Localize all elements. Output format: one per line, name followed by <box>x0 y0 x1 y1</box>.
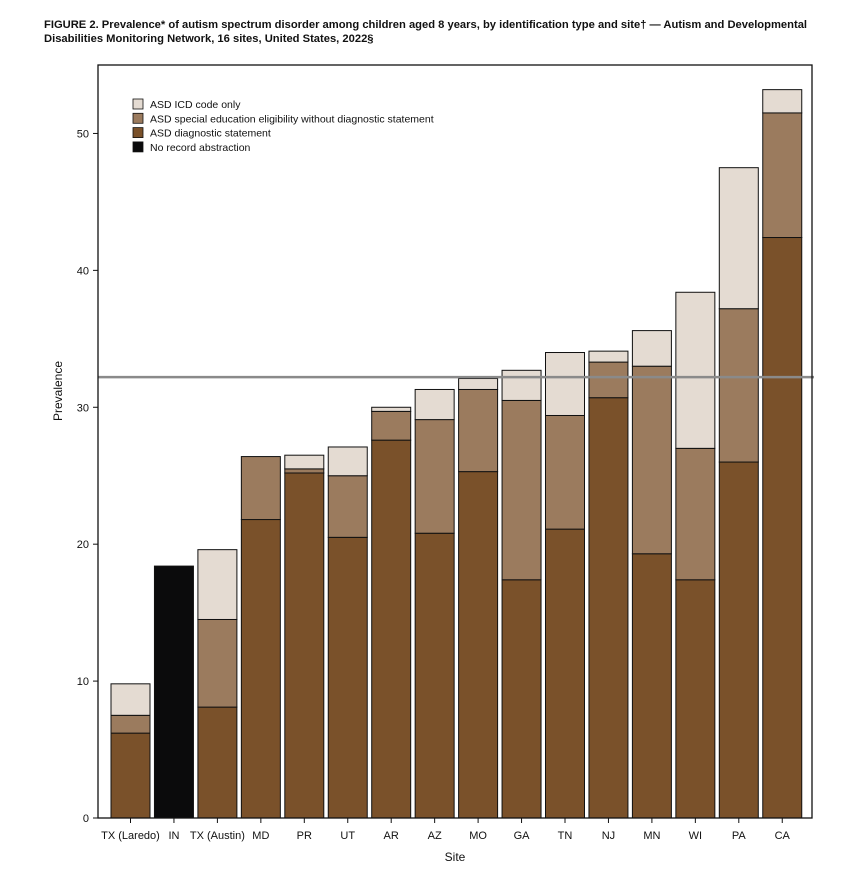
x-tick-label: TN <box>558 830 573 842</box>
y-tick-label: 40 <box>77 265 89 277</box>
bar-segment <box>240 519 281 819</box>
bar-segment <box>414 532 455 819</box>
y-axis: 0 10 20 30 40 50 <box>77 128 98 825</box>
bar-segment <box>631 553 672 819</box>
y-tick-label: 30 <box>77 402 89 414</box>
legend-swatch <box>132 98 144 110</box>
bar-segment <box>284 454 325 470</box>
y-tick-label: 50 <box>77 128 89 140</box>
bar-segment <box>545 414 585 530</box>
bar-segment <box>675 291 716 449</box>
bar-segment <box>110 683 151 716</box>
bar-segment <box>501 579 542 819</box>
legend-swatch <box>132 127 144 138</box>
x-axis-title: Site <box>445 850 466 864</box>
x-tick-label: MN <box>643 830 660 842</box>
y-axis-title: Prevalence <box>51 361 65 421</box>
bar-segment <box>458 471 499 819</box>
x-tick-label: PA <box>732 830 747 842</box>
legend-label: ASD diagnostic statement <box>150 128 271 140</box>
bar-segment <box>197 618 238 708</box>
y-tick-label: 0 <box>83 813 89 825</box>
bar-segment <box>284 472 325 819</box>
bar-segment <box>762 237 803 819</box>
plot-frame <box>97 64 813 819</box>
legend-swatch <box>132 141 144 153</box>
legend-label: ASD ICD code only <box>150 99 241 111</box>
bar-segment <box>718 167 759 310</box>
bar-segment <box>371 410 412 441</box>
x-tick-label: PR <box>297 830 312 842</box>
legend-label: No record abstraction <box>150 142 251 154</box>
bars-layer <box>110 89 803 819</box>
x-tick-label: MD <box>252 830 269 842</box>
x-tick-label: WI <box>689 830 702 842</box>
x-tick-label: CA <box>775 830 791 842</box>
bar-segment <box>197 706 238 819</box>
bar-segment <box>631 330 672 367</box>
bar-segment <box>414 388 455 421</box>
x-tick-label: TX (Austin) <box>190 830 245 842</box>
bar-segment <box>718 308 759 463</box>
x-tick-label: IN <box>168 830 179 842</box>
x-tick-label: NJ <box>602 830 615 842</box>
bar-segment <box>240 456 281 521</box>
bar-segment <box>197 549 238 620</box>
bar-segment <box>762 89 803 114</box>
bar-segment <box>458 378 499 390</box>
bar-segment <box>501 399 542 581</box>
legend-label: ASD special education eligibility withou… <box>150 113 434 125</box>
bar-segment <box>371 406 412 412</box>
bar-segment <box>110 732 151 819</box>
bar-segment <box>631 365 672 555</box>
bar-segment <box>675 579 716 819</box>
bar-segment <box>588 350 629 363</box>
bar-segment <box>718 461 759 819</box>
x-tick-label: MO <box>469 830 487 842</box>
bar-segment <box>588 361 629 399</box>
bar-segment <box>327 536 368 819</box>
bar-segment <box>371 439 412 819</box>
bar-segment <box>545 352 585 416</box>
bar-segment <box>545 528 585 819</box>
y-tick-label: 10 <box>77 676 89 688</box>
x-tick-label: TX (Laredo) <box>101 830 160 842</box>
x-tick-label: GA <box>514 830 531 842</box>
bar-segment <box>501 369 542 401</box>
x-axis: TX (Laredo) IN TX (Austin) MD PR UT AR AZ MO GA TN… <box>101 818 791 842</box>
bar-segment <box>675 447 716 581</box>
y-tick-label: 20 <box>77 539 89 551</box>
bar-segment <box>458 388 499 473</box>
bar-segment <box>414 419 455 534</box>
x-tick-label: AR <box>384 830 399 842</box>
bar-segment <box>762 112 803 239</box>
legend-swatch <box>132 112 144 124</box>
bar-segment <box>327 446 368 477</box>
legend: ASD ICD code only ASD special education e… <box>132 98 434 154</box>
bar-segment <box>153 565 194 819</box>
figure-title: FIGURE 2. Prevalence* of autism spectrum… <box>44 19 808 45</box>
x-tick-label: UT <box>340 830 355 842</box>
bar-segment <box>588 397 629 819</box>
bar-segment <box>284 468 325 474</box>
x-tick-label: AZ <box>428 830 442 842</box>
bar-segment <box>327 475 368 538</box>
bar-segment <box>110 714 151 734</box>
